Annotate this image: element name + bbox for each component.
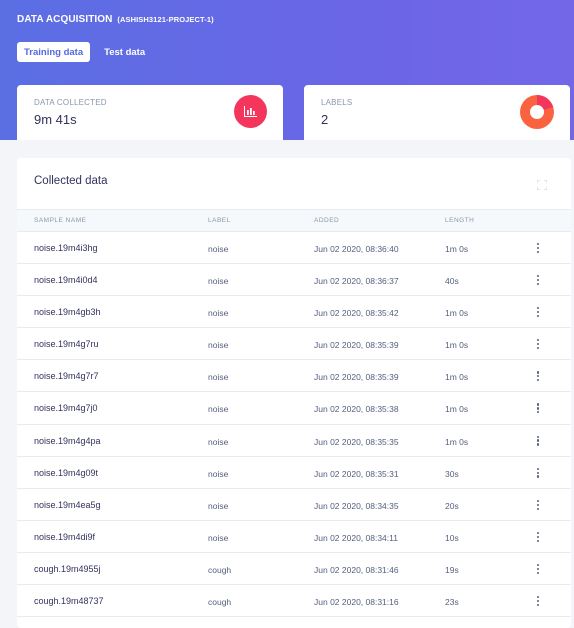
sample-length: 19s (445, 564, 459, 575)
tab-training-data[interactable]: Training data (17, 42, 91, 62)
more-options-icon[interactable] (534, 242, 542, 254)
sample-added: Jun 02 2020, 08:35:35 (314, 436, 399, 447)
data-collected-value: 9m 41s (34, 112, 77, 127)
sample-name[interactable]: noise.19m4di9f (34, 531, 96, 542)
sample-label: noise (208, 372, 229, 383)
expand-icon[interactable] (537, 180, 547, 190)
sample-added: Jun 02 2020, 08:36:37 (314, 276, 399, 287)
table-row[interactable]: noise.19m4g4pa noise Jun 02 2020, 08:35:35… (17, 425, 571, 457)
more-options-icon[interactable] (534, 274, 542, 286)
sample-label: noise (208, 244, 229, 254)
sample-label: noise (208, 468, 229, 479)
sample-added: Jun 02 2020, 08:31:16 (314, 597, 399, 608)
sample-length: 1m 0s (445, 244, 469, 254)
page-title-text: DATA ACQUISITION (17, 14, 113, 25)
column-header-sample-name[interactable]: SAMPLE NAME (34, 217, 87, 224)
table-row[interactable]: noise.19m4g7r7 noise Jun 02 2020, 08:35:39… (17, 360, 571, 393)
sample-label: noise (208, 340, 229, 351)
table-row[interactable]: noise.19m4di9f noise Jun 02 2020, 08:34:11… (17, 521, 571, 553)
sample-length: 20s (445, 500, 459, 511)
sample-length: 1m 0s (445, 308, 469, 319)
more-options-icon[interactable] (534, 306, 542, 318)
more-options-icon[interactable] (534, 467, 542, 479)
sample-label: noise (208, 532, 229, 543)
tab-bar: Training data Test data (17, 42, 152, 62)
sample-added: Jun 02 2020, 08:35:38 (314, 404, 399, 415)
sample-label: noise (208, 404, 229, 415)
column-header-label[interactable]: LABEL (208, 217, 231, 224)
sample-label: noise (208, 308, 229, 319)
sample-name[interactable]: noise.19m4g7r7 (34, 371, 99, 382)
sample-added: Jun 02 2020, 08:34:11 (314, 532, 398, 543)
sample-label: cough (208, 564, 232, 575)
table-row[interactable]: cough.19m4955j cough Jun 02 2020, 08:31:46… (17, 553, 571, 586)
sample-name[interactable]: noise.19m4i3hg (34, 243, 98, 253)
panel-title: Collected data (34, 175, 108, 187)
table-row[interactable]: noise.19m4g7ru noise Jun 02 2020, 08:35:39… (17, 328, 571, 361)
table-row[interactable]: noise.19m4gb3h noise Jun 02 2020, 08:35:42… (17, 296, 571, 329)
sample-length: 1m 0s (445, 404, 469, 415)
sample-added: Jun 02 2020, 08:36:40 (314, 244, 399, 254)
column-header-added[interactable]: ADDED (314, 217, 340, 224)
sample-length: 30s (445, 468, 459, 479)
sample-name[interactable]: noise.19m4g7j0 (34, 403, 98, 414)
table-row[interactable]: noise.19m4g09t noise Jun 02 2020, 08:35:31… (17, 457, 571, 489)
sample-name[interactable]: noise.19m4i0d4 (34, 275, 98, 286)
sample-added: Jun 02 2020, 08:35:39 (314, 340, 399, 351)
page-title: DATA ACQUISITION (ASHISH3121-PROJECT-1) (17, 14, 214, 25)
more-options-icon[interactable] (534, 402, 542, 414)
table-row[interactable]: noise.19m4g7j0 noise Jun 02 2020, 08:35:38… (17, 392, 571, 425)
sample-name[interactable]: cough.19m48737 (34, 596, 104, 607)
table-row[interactable]: noise.19m4ea5g noise Jun 02 2020, 08:34:35… (17, 489, 571, 521)
sample-length: 1m 0s (445, 340, 469, 351)
more-options-icon[interactable] (534, 338, 542, 350)
sample-label: noise (208, 436, 229, 447)
table-header: SAMPLE NAME LABEL ADDED LENGTH (17, 209, 571, 232)
labels-label: LABELS (321, 98, 353, 107)
column-header-length[interactable]: LENGTH (445, 217, 475, 224)
sample-added: Jun 02 2020, 08:35:31 (314, 468, 399, 479)
sample-name[interactable]: noise.19m4g7ru (34, 339, 99, 350)
collected-data-panel: Collected data SAMPLE NAME LABEL ADDED L… (17, 158, 571, 628)
project-name: (ASHISH3121-PROJECT-1) (117, 15, 214, 24)
data-collected-card: DATA COLLECTED 9m 41s (17, 85, 283, 140)
sample-name[interactable]: noise.19m4g4pa (34, 435, 101, 446)
sample-name[interactable]: noise.19m4g09t (34, 467, 99, 478)
sample-label: noise (208, 500, 229, 511)
pie-chart-icon (520, 95, 554, 129)
more-options-icon[interactable] (534, 531, 542, 543)
sample-added: Jun 02 2020, 08:34:35 (314, 500, 399, 511)
more-options-icon[interactable] (534, 435, 542, 447)
sample-length: 23s (445, 597, 459, 608)
sample-length: 10s (445, 532, 459, 543)
data-collected-label: DATA COLLECTED (34, 98, 107, 107)
sample-name[interactable]: noise.19m4ea5g (34, 499, 101, 510)
sample-length: 40s (445, 276, 459, 287)
more-options-icon[interactable] (534, 370, 542, 382)
sample-name[interactable]: cough.19m4955j (34, 563, 101, 574)
sample-length: 1m 0s (445, 372, 469, 383)
sample-label: cough (208, 597, 232, 608)
sample-length: 1m 0s (445, 436, 469, 447)
more-options-icon[interactable] (534, 499, 542, 511)
more-options-icon[interactable] (534, 595, 542, 607)
table-row[interactable]: noise.19m4i0d4 noise Jun 02 2020, 08:36:37… (17, 264, 571, 297)
table-row[interactable]: cough.19m48737 cough Jun 02 2020, 08:31:16… (17, 585, 571, 618)
table-row[interactable]: noise.19m4i3hg noise Jun 02 2020, 08:36:40… (17, 232, 571, 265)
sample-added: Jun 02 2020, 08:35:42 (314, 308, 399, 319)
table-body: noise.19m4i3hg noise Jun 02 2020, 08:36:40… (17, 232, 571, 618)
labels-card: LABELS 2 (304, 85, 570, 140)
tab-test-data[interactable]: Test data (104, 46, 146, 58)
sample-name[interactable]: noise.19m4gb3h (34, 307, 101, 318)
sample-added: Jun 02 2020, 08:31:46 (314, 564, 399, 575)
more-options-icon[interactable] (534, 563, 542, 575)
labels-value: 2 (321, 112, 329, 127)
bar-chart-icon (234, 95, 267, 128)
sample-added: Jun 02 2020, 08:35:39 (314, 372, 399, 383)
sample-label: noise (208, 276, 229, 287)
